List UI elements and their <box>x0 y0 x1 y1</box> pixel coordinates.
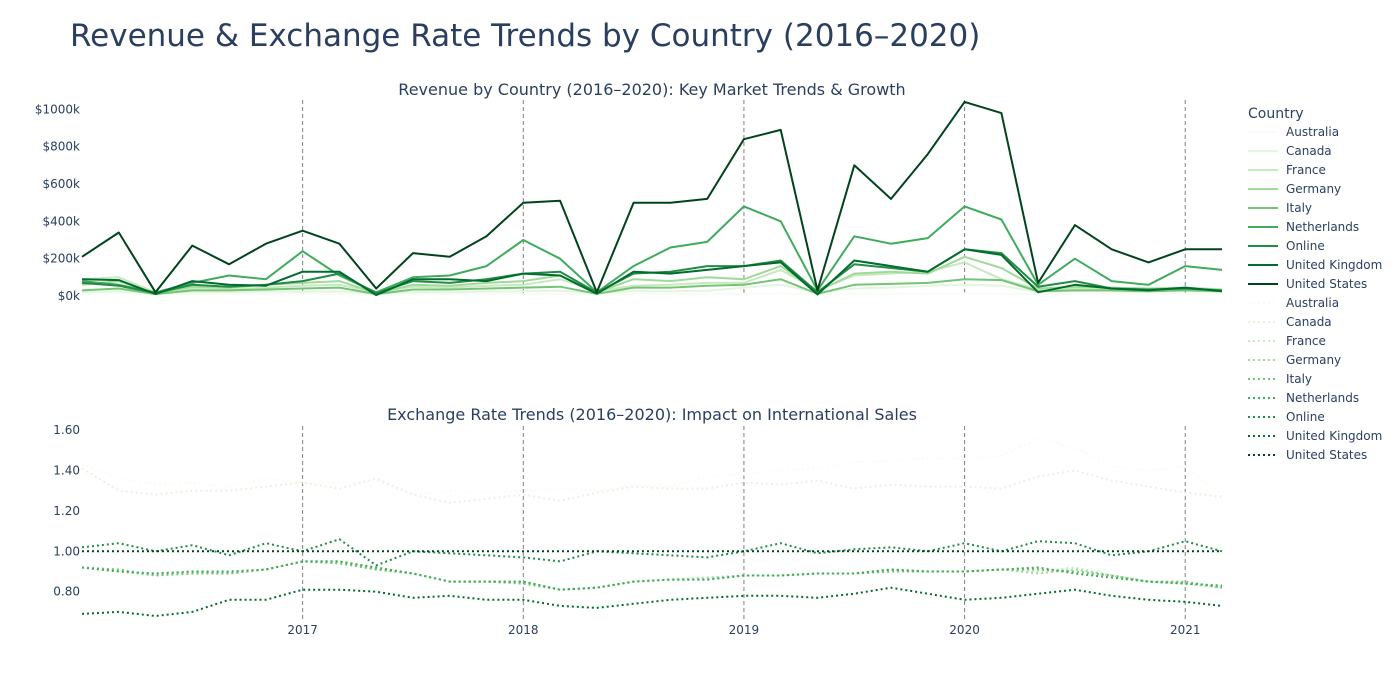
legend-label: United States <box>1286 277 1367 291</box>
revenue-series-italy <box>81 278 1223 296</box>
legend-item-canada-dotted[interactable]: Canada <box>1248 315 1332 329</box>
legend-label: United States <box>1286 448 1367 462</box>
revenue-panel: Revenue by Country (2016–2020): Key Mark… <box>35 80 1223 303</box>
exchange-series-australia <box>81 437 1223 496</box>
figure-title: Revenue & Exchange Rate Trends by Countr… <box>70 18 981 54</box>
legend-label: Germany <box>1286 353 1341 367</box>
legend-label: France <box>1286 163 1326 177</box>
revenue-series-canada <box>81 283 1223 295</box>
revenue-y-tick-label: $600k <box>43 177 81 191</box>
exchange-y-tick-label: 0.80 <box>53 585 80 599</box>
exchange-y-tick-label: 1.20 <box>53 504 80 518</box>
exchange-y-tick-label: 1.40 <box>53 463 80 477</box>
legend-item-netherlands-dotted[interactable]: Netherlands <box>1248 391 1359 405</box>
exchange-series-germany <box>81 560 1223 591</box>
legend-label: United Kingdom <box>1286 258 1382 272</box>
legend-item-canada-solid[interactable]: Canada <box>1248 144 1332 158</box>
legend-label: Netherlands <box>1286 220 1359 234</box>
legend-item-italy-dotted[interactable]: Italy <box>1248 372 1312 386</box>
legend-item-united-states-solid[interactable]: United States <box>1248 277 1367 291</box>
legend-item-france-dotted[interactable]: France <box>1248 334 1326 348</box>
legend-item-france-solid[interactable]: France <box>1248 163 1326 177</box>
legend-label: Canada <box>1286 144 1332 158</box>
legend-label: Canada <box>1286 315 1332 329</box>
legend-label: United Kingdom <box>1286 429 1382 443</box>
legend-title: Country <box>1248 106 1304 122</box>
legend-item-united-kingdom-solid[interactable]: United Kingdom <box>1248 258 1382 272</box>
exchange-y-tick-label: 1.00 <box>53 544 80 558</box>
exchange-series-italy <box>81 560 1223 591</box>
revenue-y-tick-label: $200k <box>43 252 81 266</box>
revenue-series-united-kingdom <box>81 248 1223 297</box>
exchange-series-canada <box>81 467 1223 504</box>
exchange-series-online <box>81 538 1223 567</box>
legend-label: Germany <box>1286 182 1341 196</box>
legend-label: Online <box>1286 239 1325 253</box>
legend-item-australia-dotted[interactable]: Australia <box>1248 296 1339 310</box>
revenue-series-united-states <box>81 100 1222 294</box>
exchange-y-tick-label: 1.60 <box>53 423 80 437</box>
x-tick-label: 2021 <box>1170 623 1201 637</box>
legend-item-united-kingdom-dotted[interactable]: United Kingdom <box>1248 429 1382 443</box>
legend-item-italy-solid[interactable]: Italy <box>1248 201 1312 215</box>
exchange-series-france <box>81 560 1223 591</box>
legend-label: France <box>1286 334 1326 348</box>
revenue-y-tick-label: $0k <box>58 289 80 303</box>
x-tick-label: 2017 <box>287 623 318 637</box>
legend-item-germany-dotted[interactable]: Germany <box>1248 353 1341 367</box>
x-tick-label: 2019 <box>729 623 760 637</box>
legend-item-online-solid[interactable]: Online <box>1248 239 1325 253</box>
revenue-series-france <box>81 261 1223 294</box>
revenue-series-netherlands <box>81 205 1223 294</box>
exchange-rate-panel: Exchange Rate Trends (2016–2020): Impact… <box>53 405 1223 637</box>
legend-label: Australia <box>1286 296 1339 310</box>
legend-item-germany-solid[interactable]: Germany <box>1248 182 1341 196</box>
revenue-series-australia <box>81 292 1223 296</box>
exchange-title: Exchange Rate Trends (2016–2020): Impact… <box>387 405 917 424</box>
legend-item-netherlands-solid[interactable]: Netherlands <box>1248 220 1359 234</box>
exchange-series-united-kingdom <box>81 586 1223 617</box>
legend-label: Netherlands <box>1286 391 1359 405</box>
exchange-series-netherlands <box>81 560 1223 591</box>
legend-label: Italy <box>1286 372 1312 386</box>
revenue-y-tick-label: $400k <box>43 214 81 228</box>
x-tick-label: 2020 <box>949 623 980 637</box>
revenue-y-tick-label: $1000k <box>35 102 80 116</box>
legend-label: Online <box>1286 410 1325 424</box>
revenue-y-tick-label: $800k <box>43 140 81 154</box>
legend[interactable]: Country Australia Canada France Germany Italy… <box>1248 106 1382 462</box>
x-tick-label: 2018 <box>508 623 539 637</box>
legend-item-online-dotted[interactable]: Online <box>1248 410 1325 424</box>
legend-item-united-states-dotted[interactable]: United States <box>1248 448 1367 462</box>
legend-item-australia-solid[interactable]: Australia <box>1248 125 1339 139</box>
legend-label: Australia <box>1286 125 1339 139</box>
revenue-title: Revenue by Country (2016–2020): Key Mark… <box>398 80 905 99</box>
legend-label: Italy <box>1286 201 1312 215</box>
